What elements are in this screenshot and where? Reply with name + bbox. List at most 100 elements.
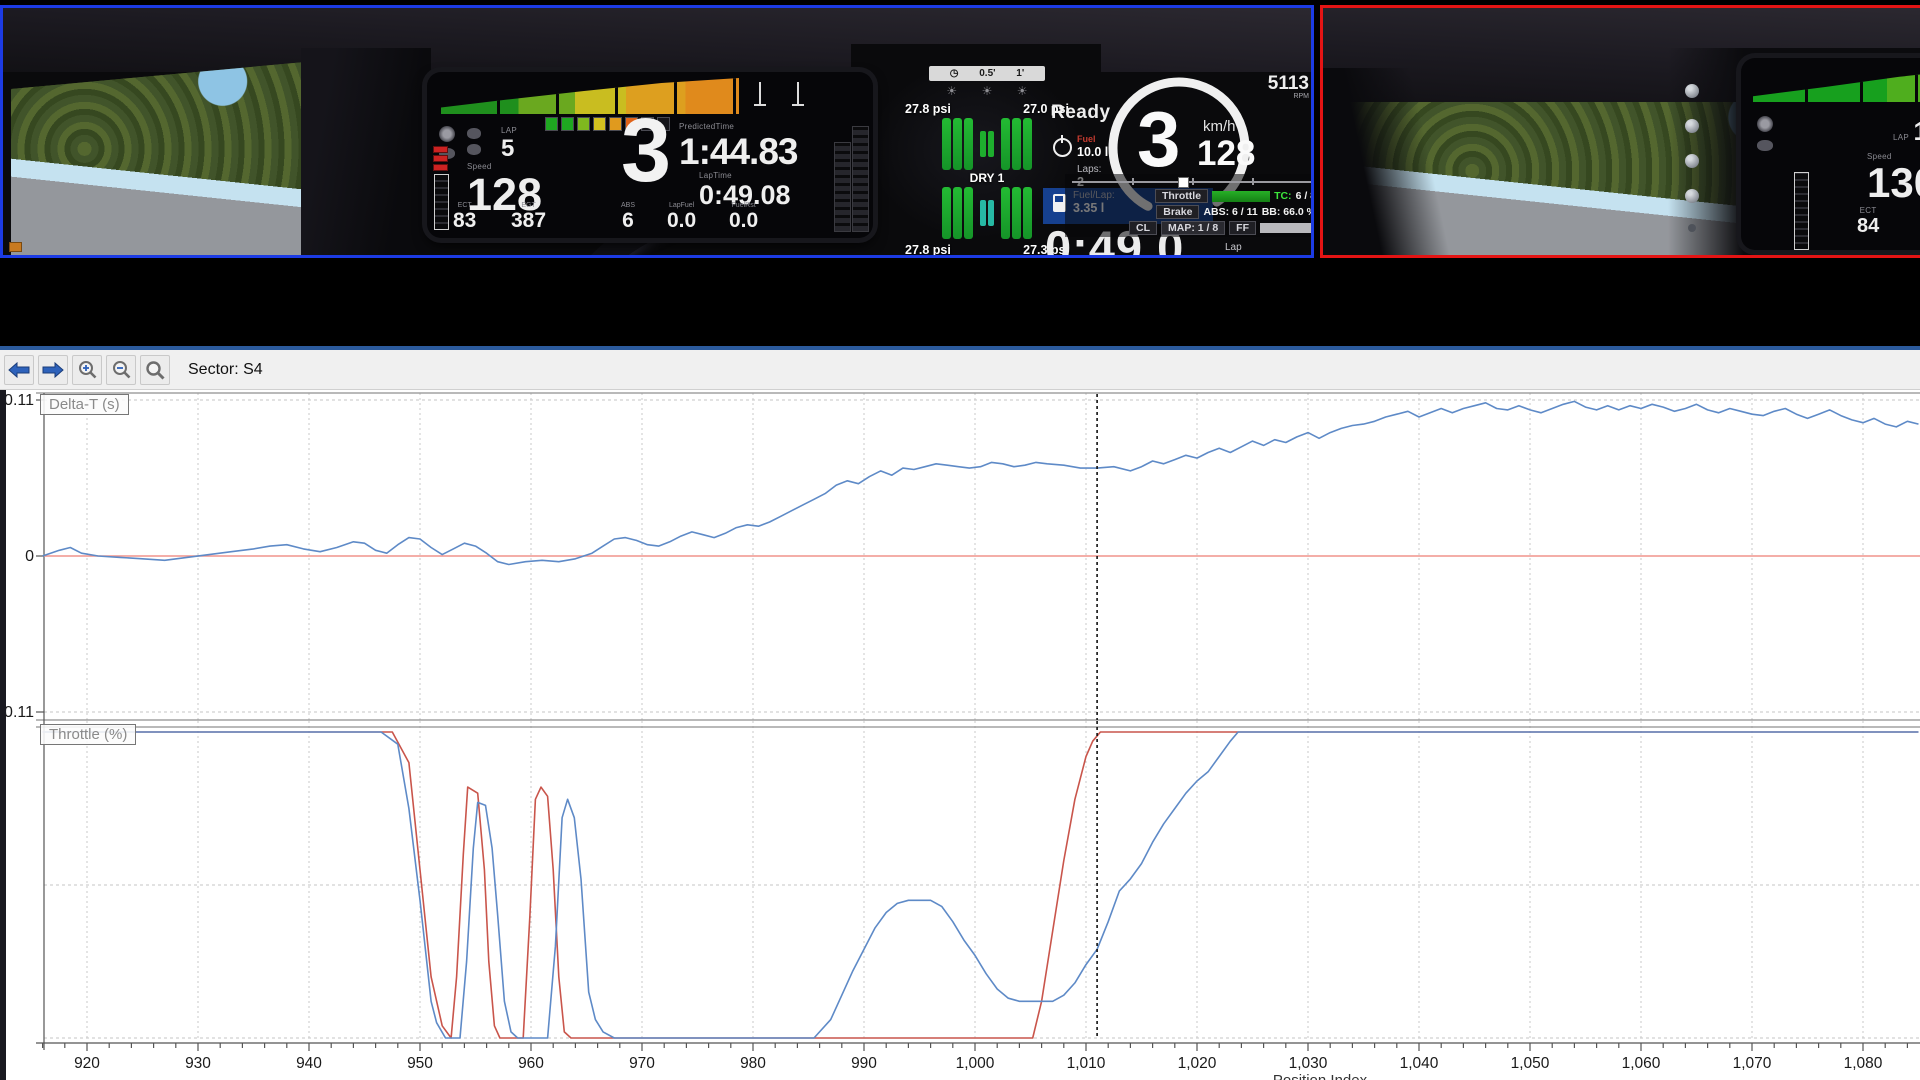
gear-indicator-hud: 3: [1137, 94, 1180, 185]
pillar-shadow: [1323, 68, 1453, 258]
rpm-bar: [1753, 66, 1920, 102]
telemetry-comparison-app: LAP 5 3 PredictedTime 1:44.83 Speed 128 …: [0, 0, 1920, 1080]
arrow-right-icon: [41, 362, 65, 378]
side-window-view: [11, 62, 305, 255]
svg-text:1,040: 1,040: [1400, 1055, 1439, 1072]
brake-bias-leds: [433, 146, 448, 173]
wheel-led: [1688, 224, 1696, 232]
rain-light-icon: [1757, 140, 1773, 151]
telemetry-charts[interactable]: 0.110-0.119209309409509609709809901,0001…: [0, 390, 1920, 1080]
zoom-in-icon: [78, 360, 97, 379]
lap-label-partial: Lap: [1225, 242, 1242, 253]
predicted-time: PredictedTime 1:44.83: [679, 122, 798, 173]
stint-timer-pill: ◷ 0.5' 1': [929, 66, 1045, 81]
speed-hud: 128: [1197, 134, 1255, 174]
wheel-button: [1685, 119, 1699, 133]
fuel-gauge-column: [1794, 172, 1809, 250]
pressure-fl: 27.8 psi: [905, 102, 951, 116]
pressure-rl: 27.8 psi: [905, 243, 951, 257]
svg-text:930: 930: [185, 1055, 211, 1072]
telemetry-chart-region: 0.110-0.119209309409509609709809901,0001…: [0, 390, 1920, 1080]
shift-led: [593, 117, 606, 131]
video-left-lap[interactable]: LAP 5 3 PredictedTime 1:44.83 Speed 128 …: [0, 5, 1314, 258]
sun-icon: ☀: [982, 84, 993, 98]
wheel-button: [1685, 84, 1699, 98]
svg-text:990: 990: [851, 1055, 877, 1072]
dash-display-partial: LAP 12 Speed 130 ECT 84 38: [1741, 58, 1920, 250]
stint-time-1: 0.5': [979, 68, 995, 79]
svg-text:920: 920: [74, 1055, 100, 1072]
overlay-logo: [9, 242, 22, 252]
led-strip-right: [852, 126, 869, 232]
delta-chart-label: Delta-T (s): [40, 394, 129, 415]
sector-label: Sector: S4: [188, 361, 263, 379]
ff-bar: [1260, 223, 1314, 233]
svg-text:970: 970: [629, 1055, 655, 1072]
power-icon: [1053, 138, 1072, 157]
svg-text:0.11: 0.11: [4, 392, 34, 409]
rpm-readout: 5113 RPM: [1268, 74, 1309, 100]
beam-icon: [467, 128, 481, 139]
zoom-out-button[interactable]: [106, 355, 136, 385]
speed-readout: Speed 130: [1867, 152, 1920, 205]
svg-text:1,080: 1,080: [1844, 1055, 1883, 1072]
slider-knob: [1178, 177, 1189, 188]
svg-text:940: 940: [296, 1055, 322, 1072]
needle-icon: [797, 82, 799, 106]
dash-stat: LapFuel0.0: [667, 202, 696, 233]
dash-stat: ECT83: [453, 202, 476, 233]
fuel-gauge-column: [434, 174, 449, 230]
car-settings-overlay: Throttle TC: 6 / 8 Brake ABS: 6 / 11 BB:…: [1065, 174, 1314, 237]
back-button[interactable]: [4, 355, 34, 385]
svg-text:0: 0: [25, 548, 34, 565]
svg-text:1,000: 1,000: [956, 1055, 995, 1072]
headlight-icon: [439, 126, 455, 142]
zoom-reset-button[interactable]: [140, 355, 170, 385]
svg-text:980: 980: [740, 1055, 766, 1072]
shift-led: [577, 117, 590, 131]
dash-stat: FuelRst0.0: [729, 202, 758, 233]
bias-slider: [1072, 177, 1312, 186]
throttle-chart-label: Throttle (%): [40, 724, 136, 745]
hud-cluster: Ready Fuel 10.0 l Laps: 2 Fuel/Lap: 3.35…: [1043, 64, 1311, 256]
svg-text:1,010: 1,010: [1067, 1055, 1106, 1072]
window-edge: [0, 390, 6, 1080]
stint-time-2: 1': [1016, 68, 1024, 79]
lap-counter: LAP 5: [501, 126, 517, 163]
zoom-out-icon: [112, 360, 131, 379]
svg-text:950: 950: [407, 1055, 433, 1072]
dash-display: LAP 5 3 PredictedTime 1:44.83 Speed 128 …: [427, 72, 873, 238]
sun-icon: ☀: [1017, 84, 1028, 98]
shift-led: [561, 117, 574, 131]
zoom-in-button[interactable]: [72, 355, 102, 385]
gear-indicator: 3: [621, 106, 671, 196]
lap-counter: LAP 12: [1893, 116, 1920, 147]
svg-text:Position Index: Position Index: [1273, 1072, 1368, 1080]
svg-text:1,030: 1,030: [1289, 1055, 1328, 1072]
magnifier-icon: [145, 360, 165, 380]
arrow-left-icon: [7, 362, 31, 378]
weather-forecast-row: ☀ ☀ ☀: [922, 84, 1052, 98]
chart-toolbar: Sector: S4: [0, 350, 1920, 390]
svg-text:1,020: 1,020: [1178, 1055, 1217, 1072]
led-strip-right: [834, 142, 851, 232]
forward-button[interactable]: [38, 355, 68, 385]
sun-icon: ☀: [946, 84, 957, 98]
a-pillar: [301, 48, 431, 255]
speed-unit: km/h: [1203, 118, 1236, 135]
svg-text:1,070: 1,070: [1733, 1055, 1772, 1072]
video-right-lap[interactable]: LAP 12 Speed 130 ECT 84 38: [1320, 5, 1920, 258]
tc-row: Throttle TC: 6 / 8: [1068, 189, 1314, 203]
map-row: CL MAP: 1 / 8 FF: [1068, 221, 1314, 235]
clock-icon: ◷: [950, 68, 959, 79]
dash-stat: EGT387: [511, 202, 546, 233]
abs-row: Brake ABS: 6 / 11 BB: 66.0 %: [1068, 205, 1314, 219]
ect-readout: ECT 84: [1857, 206, 1879, 238]
headlight-icon: [1757, 116, 1773, 132]
shift-led: [545, 117, 558, 131]
svg-text:1,060: 1,060: [1622, 1055, 1661, 1072]
wheel-button-column: [1685, 84, 1699, 232]
throttle-bar: [1212, 191, 1270, 202]
svg-text:1,050: 1,050: [1511, 1055, 1550, 1072]
wheel-button: [1685, 154, 1699, 168]
